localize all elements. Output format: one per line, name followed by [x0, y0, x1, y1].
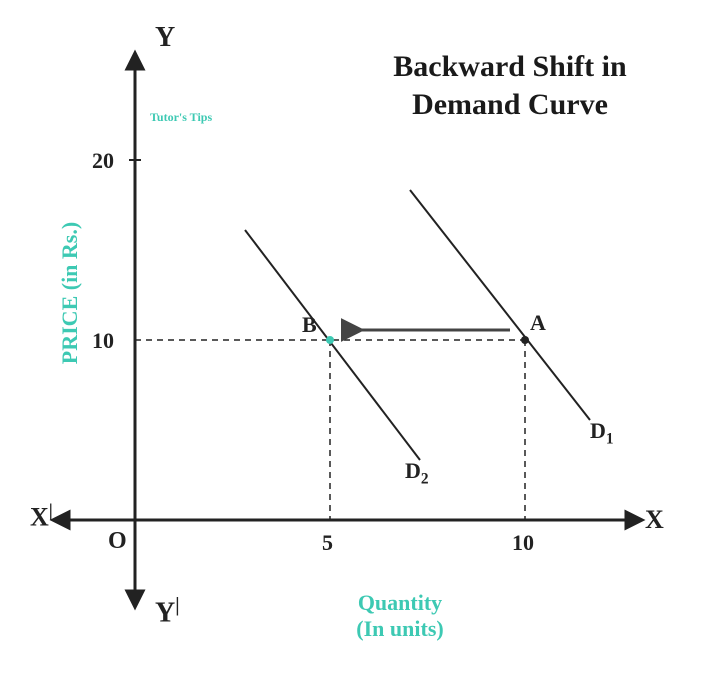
- label-x: X: [645, 505, 664, 534]
- origin-label: O: [108, 528, 127, 555]
- point-a-label: A: [530, 310, 546, 336]
- x-label-line1: Quantity: [358, 590, 442, 615]
- d2-letter: D: [405, 458, 421, 483]
- x-tick-10: 10: [512, 530, 534, 556]
- x-axis-right-label: X: [645, 505, 664, 535]
- d2-sub: 2: [421, 470, 429, 487]
- prime: |: [49, 500, 53, 520]
- d1-letter: D: [590, 418, 606, 443]
- x-axis-label: Quantity (In units): [300, 590, 500, 642]
- watermark: Tutor's Tips: [150, 110, 212, 125]
- prime: |: [175, 595, 179, 616]
- y-tick-10: 10: [92, 328, 114, 354]
- y-axis-bottom-label: Y|: [155, 595, 180, 629]
- d1-curve-label: D1: [590, 418, 614, 448]
- label-y-prime: Y: [155, 597, 175, 628]
- label-y: Y: [155, 22, 175, 53]
- x-label-line2: (In units): [356, 616, 443, 641]
- d2-curve-label: D2: [405, 458, 429, 488]
- d1-sub: 1: [606, 430, 614, 447]
- y-axis-top-label: Y: [155, 22, 175, 54]
- x-tick-5: 5: [322, 530, 333, 556]
- y-axis-label: PRICE (in Rs.): [57, 193, 83, 393]
- y-tick-20: 20: [92, 148, 114, 174]
- point-b-label: B: [302, 312, 317, 338]
- label-x-prime: X: [30, 503, 49, 532]
- x-axis-left-label: X|: [30, 500, 53, 533]
